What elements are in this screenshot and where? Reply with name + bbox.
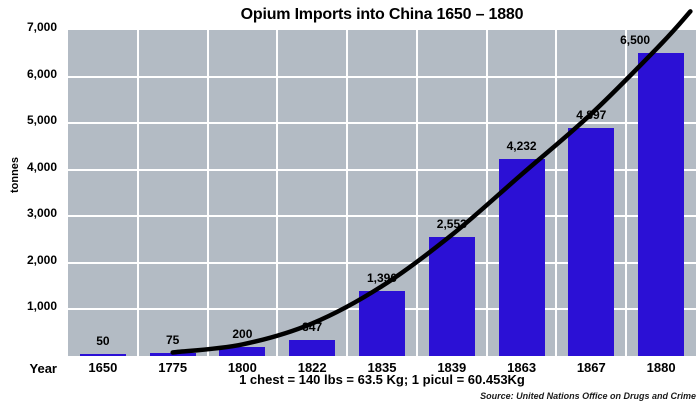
bar-value-label: 1,390 [366,271,398,286]
y-tick-7000: 7,000 [26,20,57,34]
v-gridline [625,30,628,356]
y-tick-3000: 3,000 [26,206,57,221]
x-tick-1835: 1835 [367,360,397,375]
y-tick-1000: 1,000 [26,299,57,314]
y-tick-6000: 6,000 [26,66,57,81]
h-gridline [68,75,696,78]
bar-1650 [79,353,126,356]
bar-1863 [498,158,545,356]
bar-1822 [289,339,336,356]
x-tick-1880: 1880 [646,360,676,375]
conversion-note: 1 chest = 140 lbs = 63.5 Kg; 1 picul = 6… [239,372,525,387]
bar-value-label: 50 [96,333,110,348]
x-tick-1867: 1867 [576,360,606,375]
y-tick-5000: 5,000 [26,113,57,128]
bar-1775 [149,352,196,356]
x-tick-1822: 1822 [297,360,327,375]
x-tick-1650: 1650 [88,360,118,375]
y-tick-2000: 2,000 [26,252,57,267]
v-gridline [346,30,349,356]
x-tick-1863: 1863 [507,360,537,375]
v-gridline [485,30,488,356]
bar-1839 [428,237,475,356]
bar-1880 [638,53,685,356]
chart-title: Opium Imports into China 1650 – 1880 [240,6,524,23]
v-gridline [136,30,139,356]
y-tick-4000: 4,000 [26,159,57,174]
x-axis-label: Year [29,361,57,376]
x-tick-1775: 1775 [158,360,188,375]
v-gridline [206,30,209,356]
h-gridline [68,122,696,125]
bar-value-label: 4,897 [576,107,607,122]
bar-value-label: 75 [166,332,180,347]
bar-value-label: 347 [302,319,323,334]
bar-value-label: 4,232 [506,138,537,153]
v-gridline [276,30,279,356]
bar-value-label: 200 [232,326,253,341]
v-gridline [555,30,558,356]
source-credit: Source: United Nations Office on Drugs a… [480,391,696,401]
bar-value-label: 6,500 [620,33,651,48]
bar-value-label: 2,553 [436,217,467,232]
v-gridline [415,30,418,356]
bar-1867 [568,127,615,356]
bar-1835 [359,291,405,356]
plot-area [68,30,696,356]
x-tick-1839: 1839 [437,360,467,375]
bar-1800 [219,346,266,356]
x-tick-1800: 1800 [227,360,257,375]
